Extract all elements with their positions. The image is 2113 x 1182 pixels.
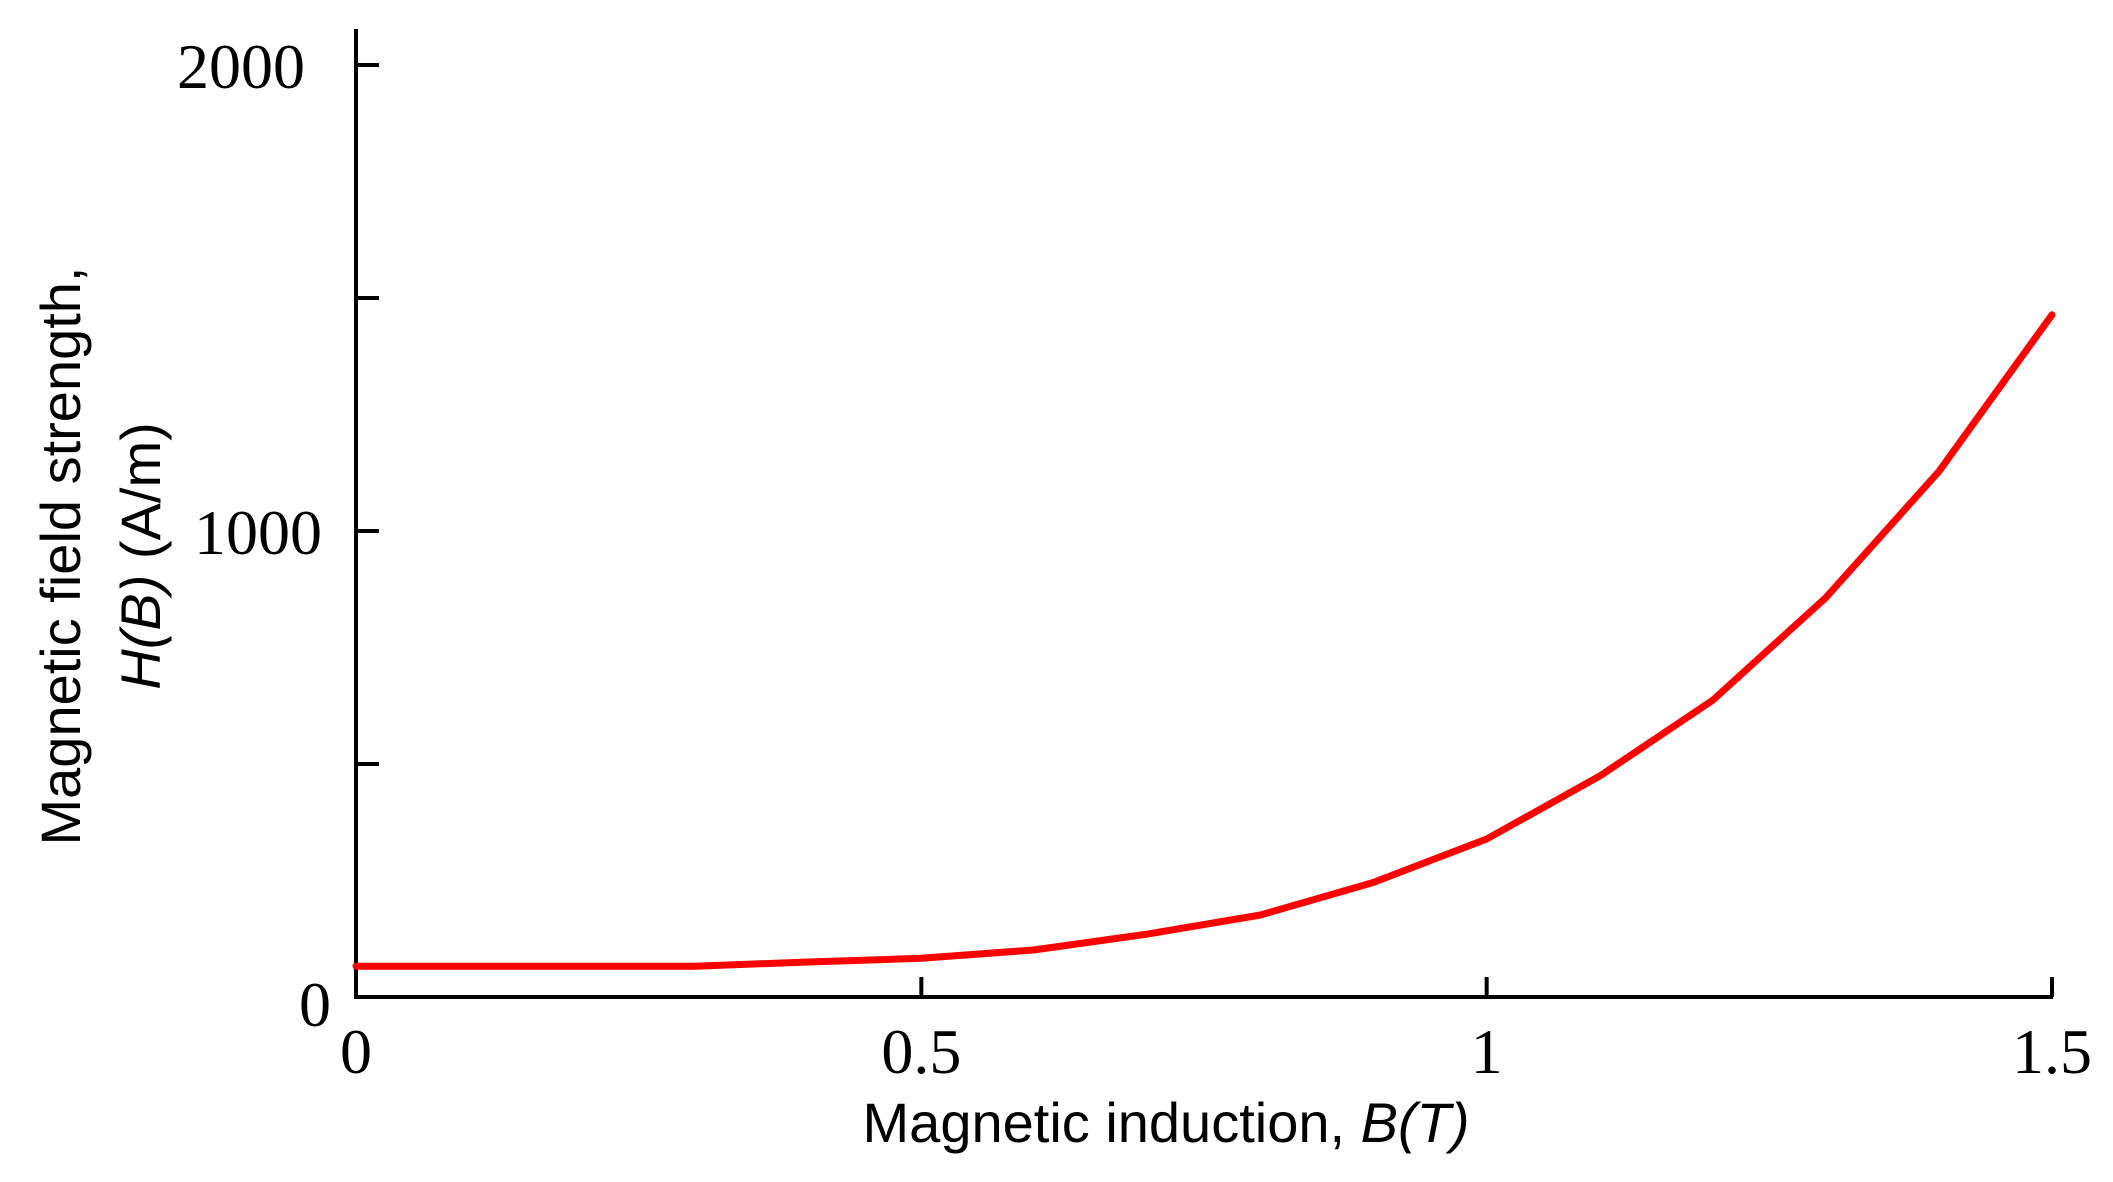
y-axis-title-line2-italic: H(B) — [109, 575, 172, 690]
y-axis-title-line1: Magnetic field strength, — [29, 267, 92, 846]
y-tick-label: 2000 — [177, 31, 305, 102]
y-axis-title: Magnetic field strength, H(B) (A/m) — [29, 267, 172, 846]
x-tick-label: 0 — [340, 1016, 372, 1087]
y-tick-label: 0 — [299, 969, 331, 1040]
y-axis-title-line2: H(B) (A/m) — [109, 422, 172, 690]
x-tick-label: 0.5 — [881, 1016, 961, 1087]
y-axis-title-line2-plain: (A/m) — [109, 422, 172, 574]
x-axis-title-plain: Magnetic induction, — [863, 1091, 1361, 1154]
series-line-hb — [352, 311, 2056, 970]
y-axis-title-line1-text: Magnetic field strength, — [29, 267, 92, 846]
series-group — [352, 311, 2056, 970]
y-ticks: 0 1000 2000 — [177, 31, 379, 1040]
x-axis-title: Magnetic induction, B(T) — [863, 1091, 1470, 1154]
x-ticks: 0 0.5 1 1.5 — [340, 977, 2092, 1087]
x-tick-label: 1 — [1471, 1016, 1503, 1087]
x-tick-label: 1.5 — [2012, 1016, 2092, 1087]
axes: 0 1000 2000 0 0.5 1 1.5 — [177, 29, 2092, 1087]
x-axis-title-italic: B(T) — [1361, 1091, 1470, 1154]
y-tick-label: 1000 — [194, 497, 322, 568]
